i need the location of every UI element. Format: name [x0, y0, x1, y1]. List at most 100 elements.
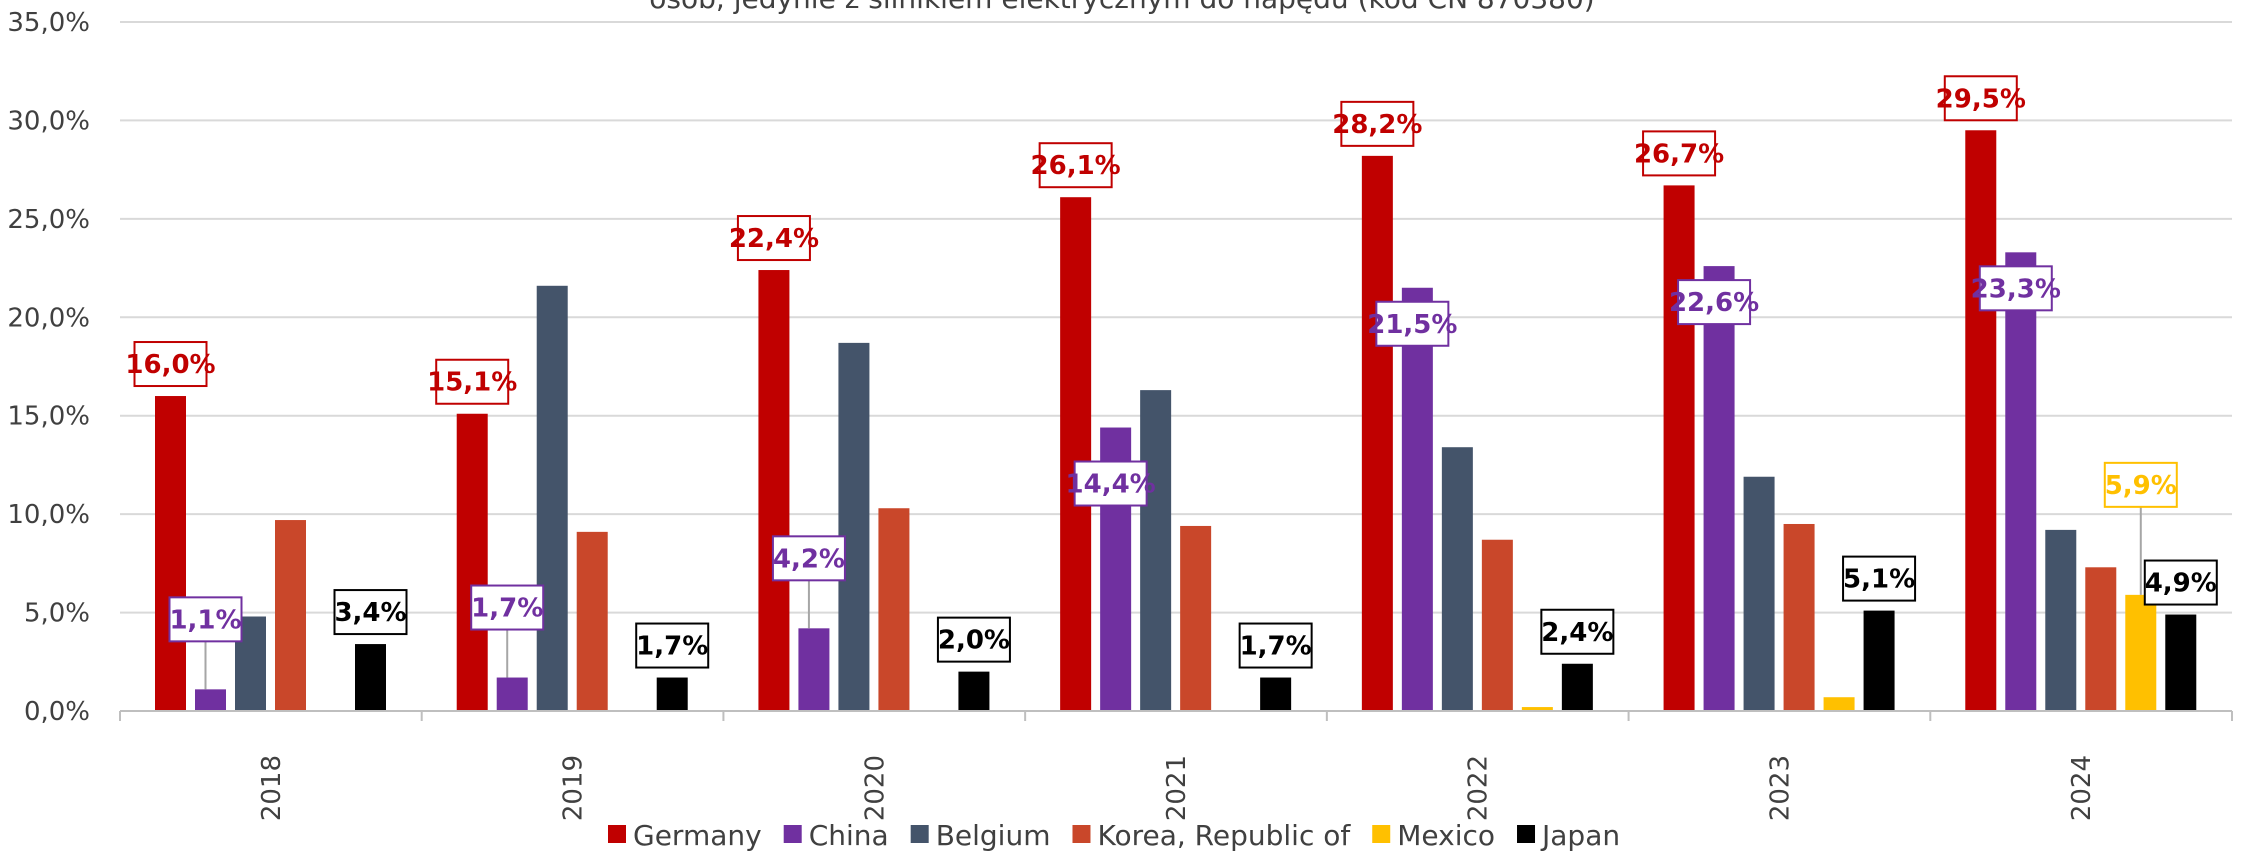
bar-china-2018 [195, 689, 226, 711]
data-label: 21,5% [1367, 310, 1457, 340]
bar-germany-2024 [1965, 130, 1997, 711]
data-label-box [771, 535, 846, 582]
bar-korea-republic-of-2018 [275, 520, 306, 711]
bar-germany-2020 [758, 270, 790, 711]
x-tick-label: 2021 [1162, 755, 1192, 821]
data-label-box [1943, 75, 2018, 122]
data-labels: 16,0% 1,1% 3,4% 15,1% 1,7% 1,7% 22,4% 4,2% 2,0% 2… [125, 75, 2218, 690]
data-label: 1,7% [1240, 632, 1312, 662]
data-label-box [1642, 130, 1717, 177]
data-label-box [635, 622, 710, 669]
data-label: 22,4% [729, 224, 819, 254]
bar-korea-republic-of-2023 [1783, 523, 1815, 711]
data-label: 1,1% [169, 605, 241, 635]
bar-japan-2018 [355, 644, 386, 711]
bar-japan-2023 [1863, 610, 1895, 711]
bar-japan-2024 [2165, 614, 2197, 711]
legend-label: Mexico [1397, 819, 1495, 852]
data-label-box [736, 215, 811, 262]
bar-japan-2022 [1561, 663, 1593, 711]
data-label: 29,5% [1936, 84, 2026, 114]
data-label-box [1540, 608, 1615, 655]
bar-germany-2021 [1060, 197, 1092, 711]
y-tick-label: 5,0% [24, 599, 90, 629]
bar-germany-2018 [155, 396, 186, 711]
bar-belgium-2019 [536, 285, 568, 711]
y-tick-label: 10,0% [7, 500, 90, 530]
legend-swatch [1517, 825, 1536, 843]
data-label: 15,1% [427, 368, 517, 398]
x-tick-label: 2019 [559, 755, 589, 821]
bar-korea-republic-of-2019 [576, 531, 608, 711]
data-label-box [1073, 460, 1148, 507]
y-tick-label: 30,0% [7, 106, 90, 136]
y-tick-label: 15,0% [7, 402, 90, 432]
bar-belgium-2022 [1441, 447, 1473, 711]
x-tick-label: 2018 [257, 755, 287, 821]
bar-korea-republic-of-2022 [1481, 539, 1513, 711]
data-label: 3,4% [334, 598, 406, 628]
bar-mexico-2023 [1823, 697, 1855, 711]
data-label: 28,2% [1332, 110, 1422, 140]
data-label-box [1842, 555, 1917, 602]
x-tick-label: 2024 [2067, 755, 2097, 821]
bar-china-2022 [1401, 287, 1433, 711]
bar-mexico-2024 [2125, 594, 2157, 711]
legend-swatch [1072, 825, 1091, 843]
legend-label: Korea, Republic of [1097, 819, 1351, 852]
bar-belgium-2020 [838, 342, 870, 711]
legend-label: Germany [633, 819, 762, 852]
bar-mexico-2022 [1521, 707, 1553, 711]
bar-japan-2019 [656, 677, 688, 711]
x-tick-label: 2022 [1464, 755, 1494, 821]
x-tick-label: 2020 [860, 755, 890, 821]
data-label: 1,7% [636, 632, 708, 662]
y-tick-label: 0,0% [24, 697, 90, 727]
bar-korea-republic-of-2021 [1180, 525, 1212, 711]
data-label-box [1677, 279, 1752, 326]
bar-belgium-2024 [2045, 529, 2077, 711]
data-label-box [133, 341, 208, 388]
bar-korea-republic-of-2020 [878, 508, 910, 711]
chart-title: osób, jedynie z silnikiem elektrycznym d… [649, 0, 1594, 15]
bar-china-2020 [798, 628, 830, 711]
data-label: 23,3% [1971, 274, 2061, 304]
data-label-box [1375, 300, 1450, 347]
bar-belgium-2021 [1140, 390, 1172, 711]
data-label-box [1340, 100, 1415, 147]
data-label: 4,2% [773, 544, 845, 574]
data-label-box [2103, 461, 2178, 508]
data-label-box [1978, 265, 2053, 312]
data-label: 22,6% [1669, 288, 1759, 318]
data-label-box [2143, 559, 2218, 606]
bar-belgium-2023 [1743, 476, 1775, 711]
bar-japan-2020 [958, 671, 990, 711]
data-label-box [1238, 622, 1313, 669]
legend-swatch [608, 825, 626, 843]
legend-label: Belgium [936, 819, 1051, 852]
data-label-box [470, 584, 545, 631]
y-tick-label: 35,0% [7, 8, 90, 38]
data-label-box [936, 616, 1011, 663]
data-label: 4,9% [2145, 569, 2217, 599]
bar-japan-2021 [1260, 677, 1292, 711]
bars [155, 130, 2197, 712]
data-label-box [1038, 142, 1113, 189]
data-label: 5,1% [1843, 565, 1915, 595]
legend-swatch [783, 825, 802, 843]
legend: Germany China Belgium Korea, Republic of Mex… [608, 819, 1620, 852]
bar-germany-2019 [456, 413, 488, 711]
y-axis: 0,0% 5,0% 10,0% 15,0% 20,0% 25,0% 30,0% 35,0% [7, 8, 90, 727]
bar-germany-2023 [1663, 185, 1695, 712]
legend-label: China [809, 819, 889, 852]
data-label: 1,7% [471, 594, 543, 624]
data-label: 5,9% [2105, 471, 2177, 501]
x-tick-label: 2023 [1765, 755, 1795, 821]
legend-swatch [1372, 825, 1391, 843]
data-label: 26,7% [1634, 139, 1724, 169]
data-label: 16,0% [125, 350, 215, 380]
bar-china-2023 [1703, 266, 1735, 711]
data-label: 2,0% [938, 626, 1010, 656]
bar-china-2024 [2005, 252, 2037, 711]
